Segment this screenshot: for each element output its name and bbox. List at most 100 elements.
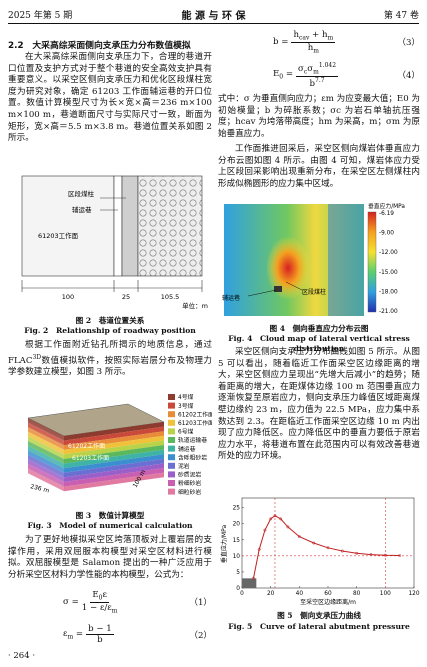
math-token: =	[283, 69, 294, 80]
data-point	[369, 553, 373, 557]
caption: Fig. 5 Curve of lateral abutment pressur…	[228, 622, 410, 631]
model-layer	[28, 468, 64, 492]
math-token: E	[92, 590, 99, 600]
caption: Fig. 3 Model of numerical calculation	[27, 521, 193, 530]
fraction: E0ε 1 − ε/εm	[82, 590, 118, 614]
colorbar-title: 垂直应力/MPa	[368, 202, 405, 210]
fig2-diagram: 区段煤柱 辅运巷 61203工作面 100 25 105.5 单位：m	[21, 175, 208, 310]
data-point	[297, 535, 301, 539]
legend-swatch	[168, 445, 175, 452]
model-layer	[28, 454, 64, 478]
math-token: 0	[279, 74, 284, 82]
y-tick-label: 20	[233, 522, 241, 528]
legend-swatch	[168, 437, 175, 443]
data-point	[263, 528, 267, 532]
x-tick-label: 80	[353, 591, 361, 597]
math-token: h	[307, 42, 314, 53]
denominator: b7.7	[310, 77, 325, 89]
fraction: hcav + hm hm	[291, 30, 336, 55]
equation-number: （2）	[189, 630, 212, 641]
fig2-label: 区段煤柱	[68, 189, 95, 198]
x-tick-label: 120	[408, 591, 419, 597]
data-point	[355, 551, 359, 555]
denominator: hm	[308, 43, 319, 55]
data-point	[398, 554, 402, 557]
math-token: σ	[63, 597, 69, 608]
legend-label: 3号煤	[178, 402, 193, 410]
model-layer	[28, 431, 64, 455]
numerator: E0ε	[90, 590, 109, 603]
legend-label: 4号煤	[178, 393, 193, 401]
legend-swatch	[168, 402, 175, 409]
math-token: b − 1	[88, 624, 112, 634]
colorbar-label: -15.00	[379, 270, 398, 276]
equation: σ = E0ε 1 − ε/εm （1）	[8, 590, 212, 614]
model-layer	[64, 468, 164, 487]
x-tick-label: 40	[296, 591, 304, 597]
y-tick-label: 25	[233, 506, 241, 512]
data-point	[279, 517, 283, 521]
model-layer	[64, 449, 164, 469]
math-token: m	[111, 607, 118, 615]
math-token: 1 −	[81, 602, 100, 613]
x-tick-label: 20	[267, 591, 275, 597]
data-point	[252, 576, 255, 580]
stress-curve	[252, 515, 400, 579]
model-layer	[28, 418, 64, 441]
y-tick-label: 0	[236, 586, 240, 592]
model-layer	[28, 422, 64, 446]
equation-lhs: σ =	[63, 597, 79, 607]
legend-label: 泥岩	[178, 462, 190, 470]
fig2-dim: 25	[122, 293, 130, 301]
math-token: σ	[307, 63, 314, 74]
legend-swatch	[168, 419, 175, 426]
fig2-label: 61203工作面	[38, 231, 79, 240]
model-layer	[28, 436, 64, 459]
legend-label: 轨道运输巷	[178, 436, 207, 444]
caption: 图 4 侧向垂直应力分布云图	[269, 324, 369, 333]
model-layer	[64, 431, 164, 450]
legend-swatch	[168, 394, 175, 400]
model-layer	[64, 472, 164, 492]
numerator: b − 1	[86, 624, 114, 635]
paragraph: 工作面推进回采后，采空区侧向煤岩体垂直应力分布云图如图 4 所示。由图 4 可知…	[218, 144, 420, 189]
math-token: E	[273, 69, 280, 80]
data-point	[312, 541, 316, 545]
equation: εm = b − 1 b （2）	[8, 624, 212, 645]
model-layer	[64, 422, 164, 441]
fig5-chart: 垂直应力/MPa 至采空区边缘距离/m 0 5 10 15 20 25 0 20 40 60 80 1…	[220, 497, 420, 606]
math-token: ε	[63, 628, 68, 639]
legend-swatch	[168, 462, 175, 469]
caption: 图 2 巷道位置关系	[75, 316, 145, 325]
math-token: + h	[309, 30, 328, 40]
legend-label: 细粒砂岩	[178, 488, 201, 496]
plot-frame	[241, 497, 415, 589]
paragraph: 在大采高综采面侧向支承压力下，合理的巷道开口位置及支护方式对于整个巷道的安全高效…	[8, 52, 212, 144]
equation-number: （1）	[189, 598, 212, 609]
legend-label: 砂质泥岩	[178, 471, 201, 479]
math-token: 0	[98, 594, 103, 602]
math-token: σ	[298, 63, 304, 74]
model-layer	[64, 454, 164, 473]
math-token: cav	[299, 34, 310, 42]
paragraph: 为了更好地模拟采空区垮落顶板对上覆岩层的支撑作用，采用双屈服本构模型对采空区材料…	[8, 535, 212, 580]
caption: 图 3 数值计算模型	[75, 511, 145, 520]
numerator: hcav + hm	[291, 30, 336, 43]
section-heading: 2.2 大采高综采面侧向支承压力分布数值模拟	[8, 41, 191, 51]
legend-label: 61202工作面	[178, 410, 212, 418]
fraction: σcσm1.042 b7.7	[296, 62, 339, 89]
journal: 能 源 与 环 保	[181, 11, 246, 22]
caption: 图 5 侧向支承压力曲线	[277, 611, 361, 620]
data-point	[269, 517, 273, 521]
math-token: /ε	[104, 602, 112, 613]
issue: 2025 年第 5 期	[8, 11, 73, 21]
colorbar-label: -18.00	[379, 289, 398, 295]
data-point	[383, 553, 387, 557]
equation-lhs: E0 =	[273, 69, 293, 81]
paragraph: 根据工作面附近钻孔所揭示的地质信息，通过 FLAC3D数值模拟软件，按照实际岩层…	[8, 340, 212, 379]
legend-label: 含砾粗砂岩	[178, 453, 207, 461]
equation: E0 = σcσm1.042 b7.7 （4）	[218, 62, 420, 88]
colorbar-label: -9.00	[379, 231, 394, 237]
